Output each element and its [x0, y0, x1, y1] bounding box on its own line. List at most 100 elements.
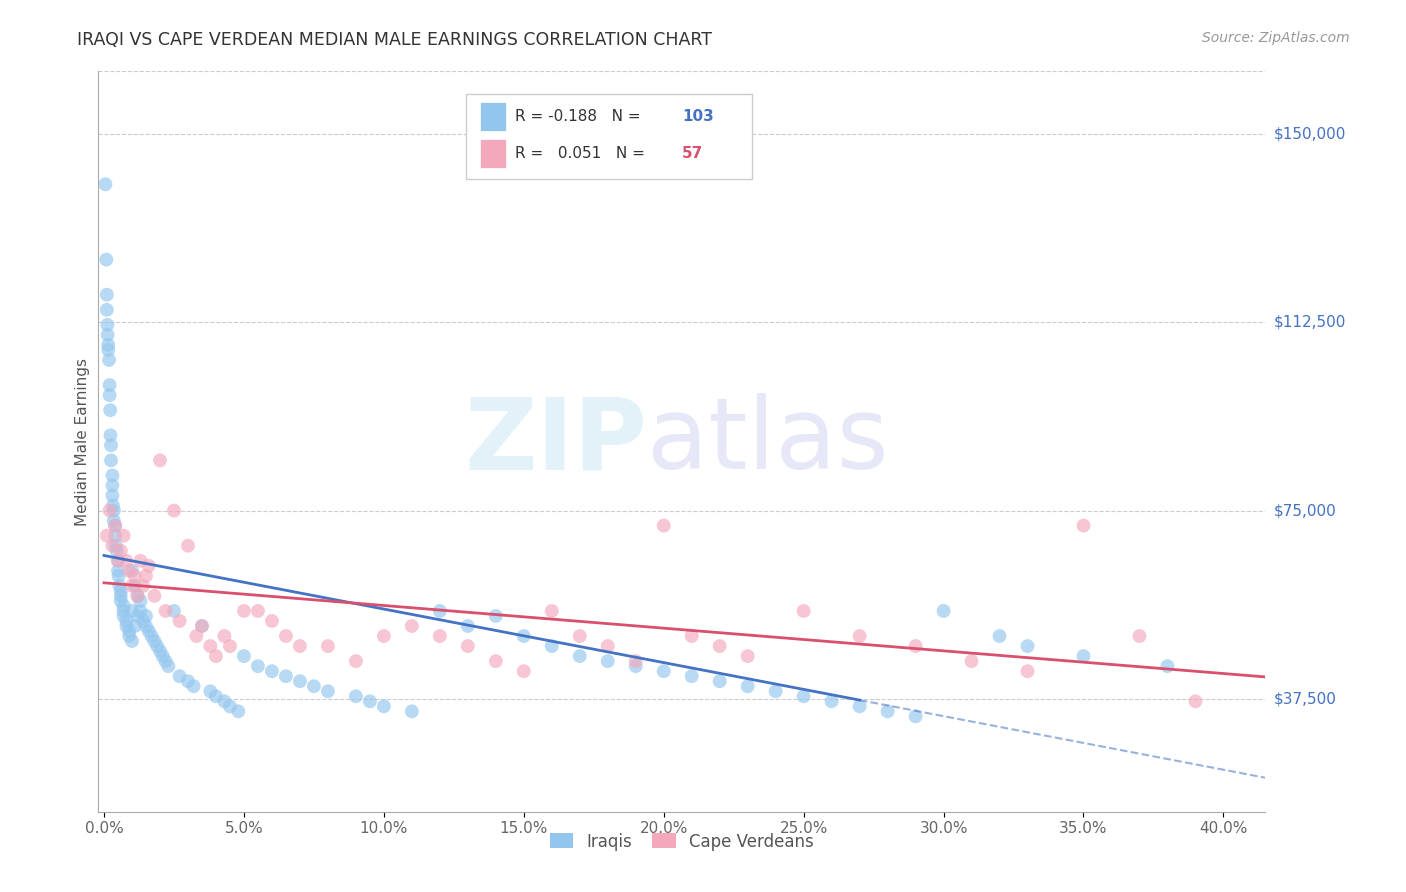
- Text: 103: 103: [682, 109, 714, 124]
- Point: [100, 428, 122, 442]
- Point: [124, 619, 146, 633]
- Point: [107, 554, 129, 568]
- Point: [107, 569, 129, 583]
- Point: [110, 583, 132, 598]
- Point: [96, 252, 118, 267]
- Point: [960, 654, 983, 668]
- Point: [219, 699, 242, 714]
- Point: [135, 619, 157, 633]
- Point: [101, 468, 124, 483]
- Point: [132, 579, 155, 593]
- Point: [143, 589, 166, 603]
- Point: [624, 659, 647, 673]
- Text: $150,000: $150,000: [1274, 127, 1346, 142]
- Point: [373, 699, 395, 714]
- Point: [177, 674, 200, 689]
- Point: [108, 579, 131, 593]
- Point: [359, 694, 381, 708]
- Point: [98, 503, 121, 517]
- Point: [652, 664, 675, 678]
- Point: [457, 619, 479, 633]
- Point: [793, 690, 815, 704]
- Point: [104, 518, 127, 533]
- Text: $112,500: $112,500: [1274, 315, 1346, 330]
- Point: [765, 684, 787, 698]
- Text: $75,000: $75,000: [1274, 503, 1337, 518]
- Point: [100, 453, 122, 467]
- Point: [121, 564, 143, 578]
- Point: [568, 629, 591, 643]
- Point: [101, 488, 124, 502]
- Point: [169, 614, 191, 628]
- Point: [652, 518, 675, 533]
- Point: [118, 624, 141, 638]
- Point: [94, 178, 117, 192]
- Point: [98, 353, 121, 368]
- Point: [121, 634, 143, 648]
- Point: [709, 639, 731, 653]
- Point: [513, 664, 536, 678]
- Point: [135, 609, 157, 624]
- Point: [988, 629, 1011, 643]
- Point: [214, 629, 236, 643]
- Point: [709, 674, 731, 689]
- Point: [485, 609, 508, 624]
- Point: [100, 438, 122, 452]
- Point: [110, 589, 132, 603]
- Point: [373, 629, 395, 643]
- Point: [302, 679, 325, 693]
- Point: [344, 654, 367, 668]
- Point: [132, 614, 155, 628]
- Point: [104, 529, 127, 543]
- Point: [1184, 694, 1206, 708]
- Point: [149, 644, 172, 658]
- Point: [681, 629, 703, 643]
- Point: [401, 704, 423, 718]
- Point: [681, 669, 703, 683]
- Text: R = -0.188   N =: R = -0.188 N =: [515, 109, 645, 124]
- Point: [127, 589, 149, 603]
- Point: [98, 378, 121, 392]
- Point: [540, 639, 562, 653]
- Point: [246, 659, 269, 673]
- Point: [904, 709, 927, 723]
- Point: [246, 604, 269, 618]
- Point: [1073, 649, 1095, 664]
- Point: [97, 338, 120, 352]
- Point: [793, 604, 815, 618]
- Point: [274, 629, 297, 643]
- Point: [205, 690, 228, 704]
- Point: [124, 569, 146, 583]
- Point: [110, 594, 132, 608]
- Point: [820, 694, 842, 708]
- Text: Source: ZipAtlas.com: Source: ZipAtlas.com: [1202, 31, 1350, 45]
- Point: [200, 684, 222, 698]
- Point: [101, 478, 124, 492]
- Text: atlas: atlas: [647, 393, 889, 490]
- FancyBboxPatch shape: [465, 94, 752, 178]
- Point: [429, 604, 451, 618]
- Text: ZIP: ZIP: [464, 393, 647, 490]
- Point: [107, 564, 129, 578]
- Point: [96, 287, 118, 301]
- Point: [513, 629, 536, 643]
- Point: [186, 629, 208, 643]
- Point: [316, 639, 339, 653]
- Point: [904, 639, 927, 653]
- Point: [1073, 518, 1095, 533]
- Point: [149, 453, 172, 467]
- Point: [457, 639, 479, 653]
- Point: [191, 619, 214, 633]
- Point: [115, 619, 138, 633]
- Point: [233, 604, 256, 618]
- Point: [118, 564, 141, 578]
- Text: IRAQI VS CAPE VERDEAN MEDIAN MALE EARNINGS CORRELATION CHART: IRAQI VS CAPE VERDEAN MEDIAN MALE EARNIN…: [77, 31, 713, 49]
- Point: [155, 604, 177, 618]
- Point: [155, 654, 177, 668]
- Y-axis label: Median Male Earnings: Median Male Earnings: [75, 358, 90, 525]
- Point: [485, 654, 508, 668]
- Point: [274, 669, 297, 683]
- Point: [115, 554, 138, 568]
- Point: [624, 654, 647, 668]
- Point: [233, 649, 256, 664]
